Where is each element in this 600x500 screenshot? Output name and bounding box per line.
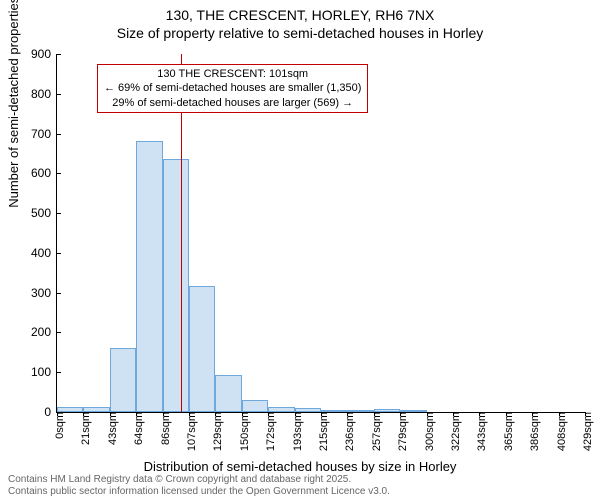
histogram-bar: [295, 408, 321, 412]
title-line-1: 130, THE CRESCENT, HORLEY, RH6 7NX: [0, 6, 600, 24]
x-tick-label: 365sqm: [497, 412, 515, 451]
x-tick-label: 343sqm: [470, 412, 488, 451]
y-tick-label: 300: [31, 286, 57, 300]
x-tick-label: 107sqm: [180, 412, 198, 451]
histogram-bar: [268, 407, 294, 412]
footer-attribution: Contains HM Land Registry data © Crown c…: [8, 474, 390, 498]
y-tick-label: 600: [31, 166, 57, 180]
x-tick-label: 86sqm: [154, 412, 172, 445]
x-axis-label: Distribution of semi-detached houses by …: [0, 459, 600, 474]
title-line-2: Size of property relative to semi-detach…: [0, 24, 600, 42]
footer-line-1: Contains HM Land Registry data © Crown c…: [8, 474, 390, 486]
y-tick-label: 800: [31, 87, 57, 101]
x-tick-label: 215sqm: [312, 412, 330, 451]
x-tick-label: 279sqm: [391, 412, 409, 451]
annotation-line: 29% of semi-detached houses are larger (…: [104, 96, 361, 110]
x-tick-label: 0sqm: [48, 412, 66, 439]
histogram-bar: [215, 375, 241, 412]
y-tick-label: 200: [31, 325, 57, 339]
chart-container: 130, THE CRESCENT, HORLEY, RH6 7NX Size …: [0, 0, 600, 500]
y-tick-label: 500: [31, 206, 57, 220]
y-tick-label: 900: [31, 47, 57, 61]
annotation-line: ← 69% of semi-detached houses are smalle…: [104, 81, 361, 95]
x-tick-label: 429sqm: [576, 412, 594, 451]
x-tick-label: 129sqm: [206, 412, 224, 451]
histogram-bar: [136, 141, 162, 412]
annotation-box: 130 THE CRESCENT: 101sqm← 69% of semi-de…: [97, 64, 368, 113]
histogram-bar: [321, 410, 347, 412]
x-tick-label: 408sqm: [550, 412, 568, 451]
histogram-bar: [189, 286, 215, 412]
x-tick-label: 193sqm: [286, 412, 304, 451]
histogram-bar: [57, 407, 83, 412]
x-tick-label: 236sqm: [338, 412, 356, 451]
x-tick-label: 386sqm: [523, 412, 541, 451]
x-tick-label: 64sqm: [127, 412, 145, 445]
x-tick-label: 257sqm: [365, 412, 383, 451]
x-tick-label: 43sqm: [101, 412, 119, 445]
footer-line-2: Contains public sector information licen…: [8, 486, 390, 498]
x-tick-label: 300sqm: [418, 412, 436, 451]
histogram-bar: [400, 410, 426, 412]
y-tick-label: 700: [31, 127, 57, 141]
y-tick-label: 100: [31, 365, 57, 379]
plot-area: 01002003004005006007008009000sqm21sqm43s…: [56, 54, 585, 413]
x-tick-label: 172sqm: [259, 412, 277, 451]
histogram-bar: [110, 348, 136, 412]
histogram-bar: [347, 410, 373, 412]
histogram-bar: [163, 159, 189, 412]
y-tick-label: 400: [31, 246, 57, 260]
x-tick-label: 21sqm: [74, 412, 92, 445]
x-tick-label: 322sqm: [444, 412, 462, 451]
histogram-bar: [374, 409, 400, 412]
chart-title: 130, THE CRESCENT, HORLEY, RH6 7NX Size …: [0, 0, 600, 42]
x-tick-label: 150sqm: [233, 412, 251, 451]
y-axis-label: Number of semi-detached properties: [6, 0, 21, 208]
annotation-line: 130 THE CRESCENT: 101sqm: [104, 67, 361, 81]
histogram-bar: [83, 407, 109, 412]
histogram-bar: [242, 400, 268, 412]
